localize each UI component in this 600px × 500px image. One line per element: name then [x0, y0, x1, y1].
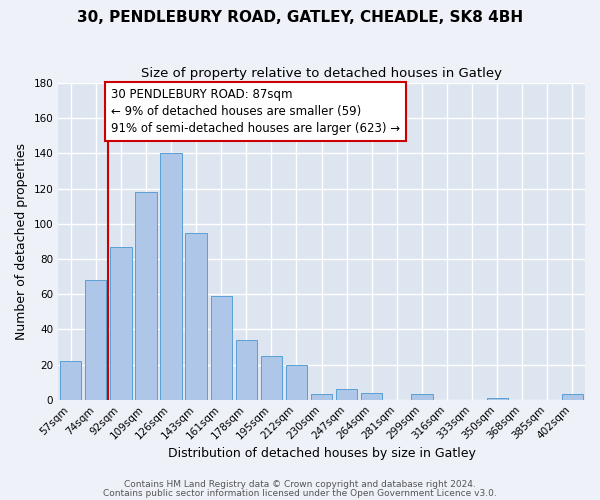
Bar	[211, 296, 232, 400]
Bar	[311, 394, 332, 400]
Title: Size of property relative to detached houses in Gatley: Size of property relative to detached ho…	[141, 68, 502, 80]
Bar	[286, 364, 307, 400]
Bar	[411, 394, 433, 400]
Bar	[136, 192, 157, 400]
Bar	[361, 392, 382, 400]
Text: 30 PENDLEBURY ROAD: 87sqm
← 9% of detached houses are smaller (59)
91% of semi-d: 30 PENDLEBURY ROAD: 87sqm ← 9% of detach…	[112, 88, 400, 136]
Bar	[160, 154, 182, 400]
Bar	[185, 232, 207, 400]
Bar	[487, 398, 508, 400]
X-axis label: Distribution of detached houses by size in Gatley: Distribution of detached houses by size …	[167, 447, 476, 460]
Y-axis label: Number of detached properties: Number of detached properties	[15, 143, 28, 340]
Bar	[60, 361, 82, 400]
Bar	[261, 356, 282, 400]
Bar	[562, 394, 583, 400]
Text: 30, PENDLEBURY ROAD, GATLEY, CHEADLE, SK8 4BH: 30, PENDLEBURY ROAD, GATLEY, CHEADLE, SK…	[77, 10, 523, 25]
Bar	[336, 389, 358, 400]
Bar	[236, 340, 257, 400]
Bar	[85, 280, 106, 400]
Bar	[110, 246, 131, 400]
Text: Contains HM Land Registry data © Crown copyright and database right 2024.: Contains HM Land Registry data © Crown c…	[124, 480, 476, 489]
Text: Contains public sector information licensed under the Open Government Licence v3: Contains public sector information licen…	[103, 488, 497, 498]
